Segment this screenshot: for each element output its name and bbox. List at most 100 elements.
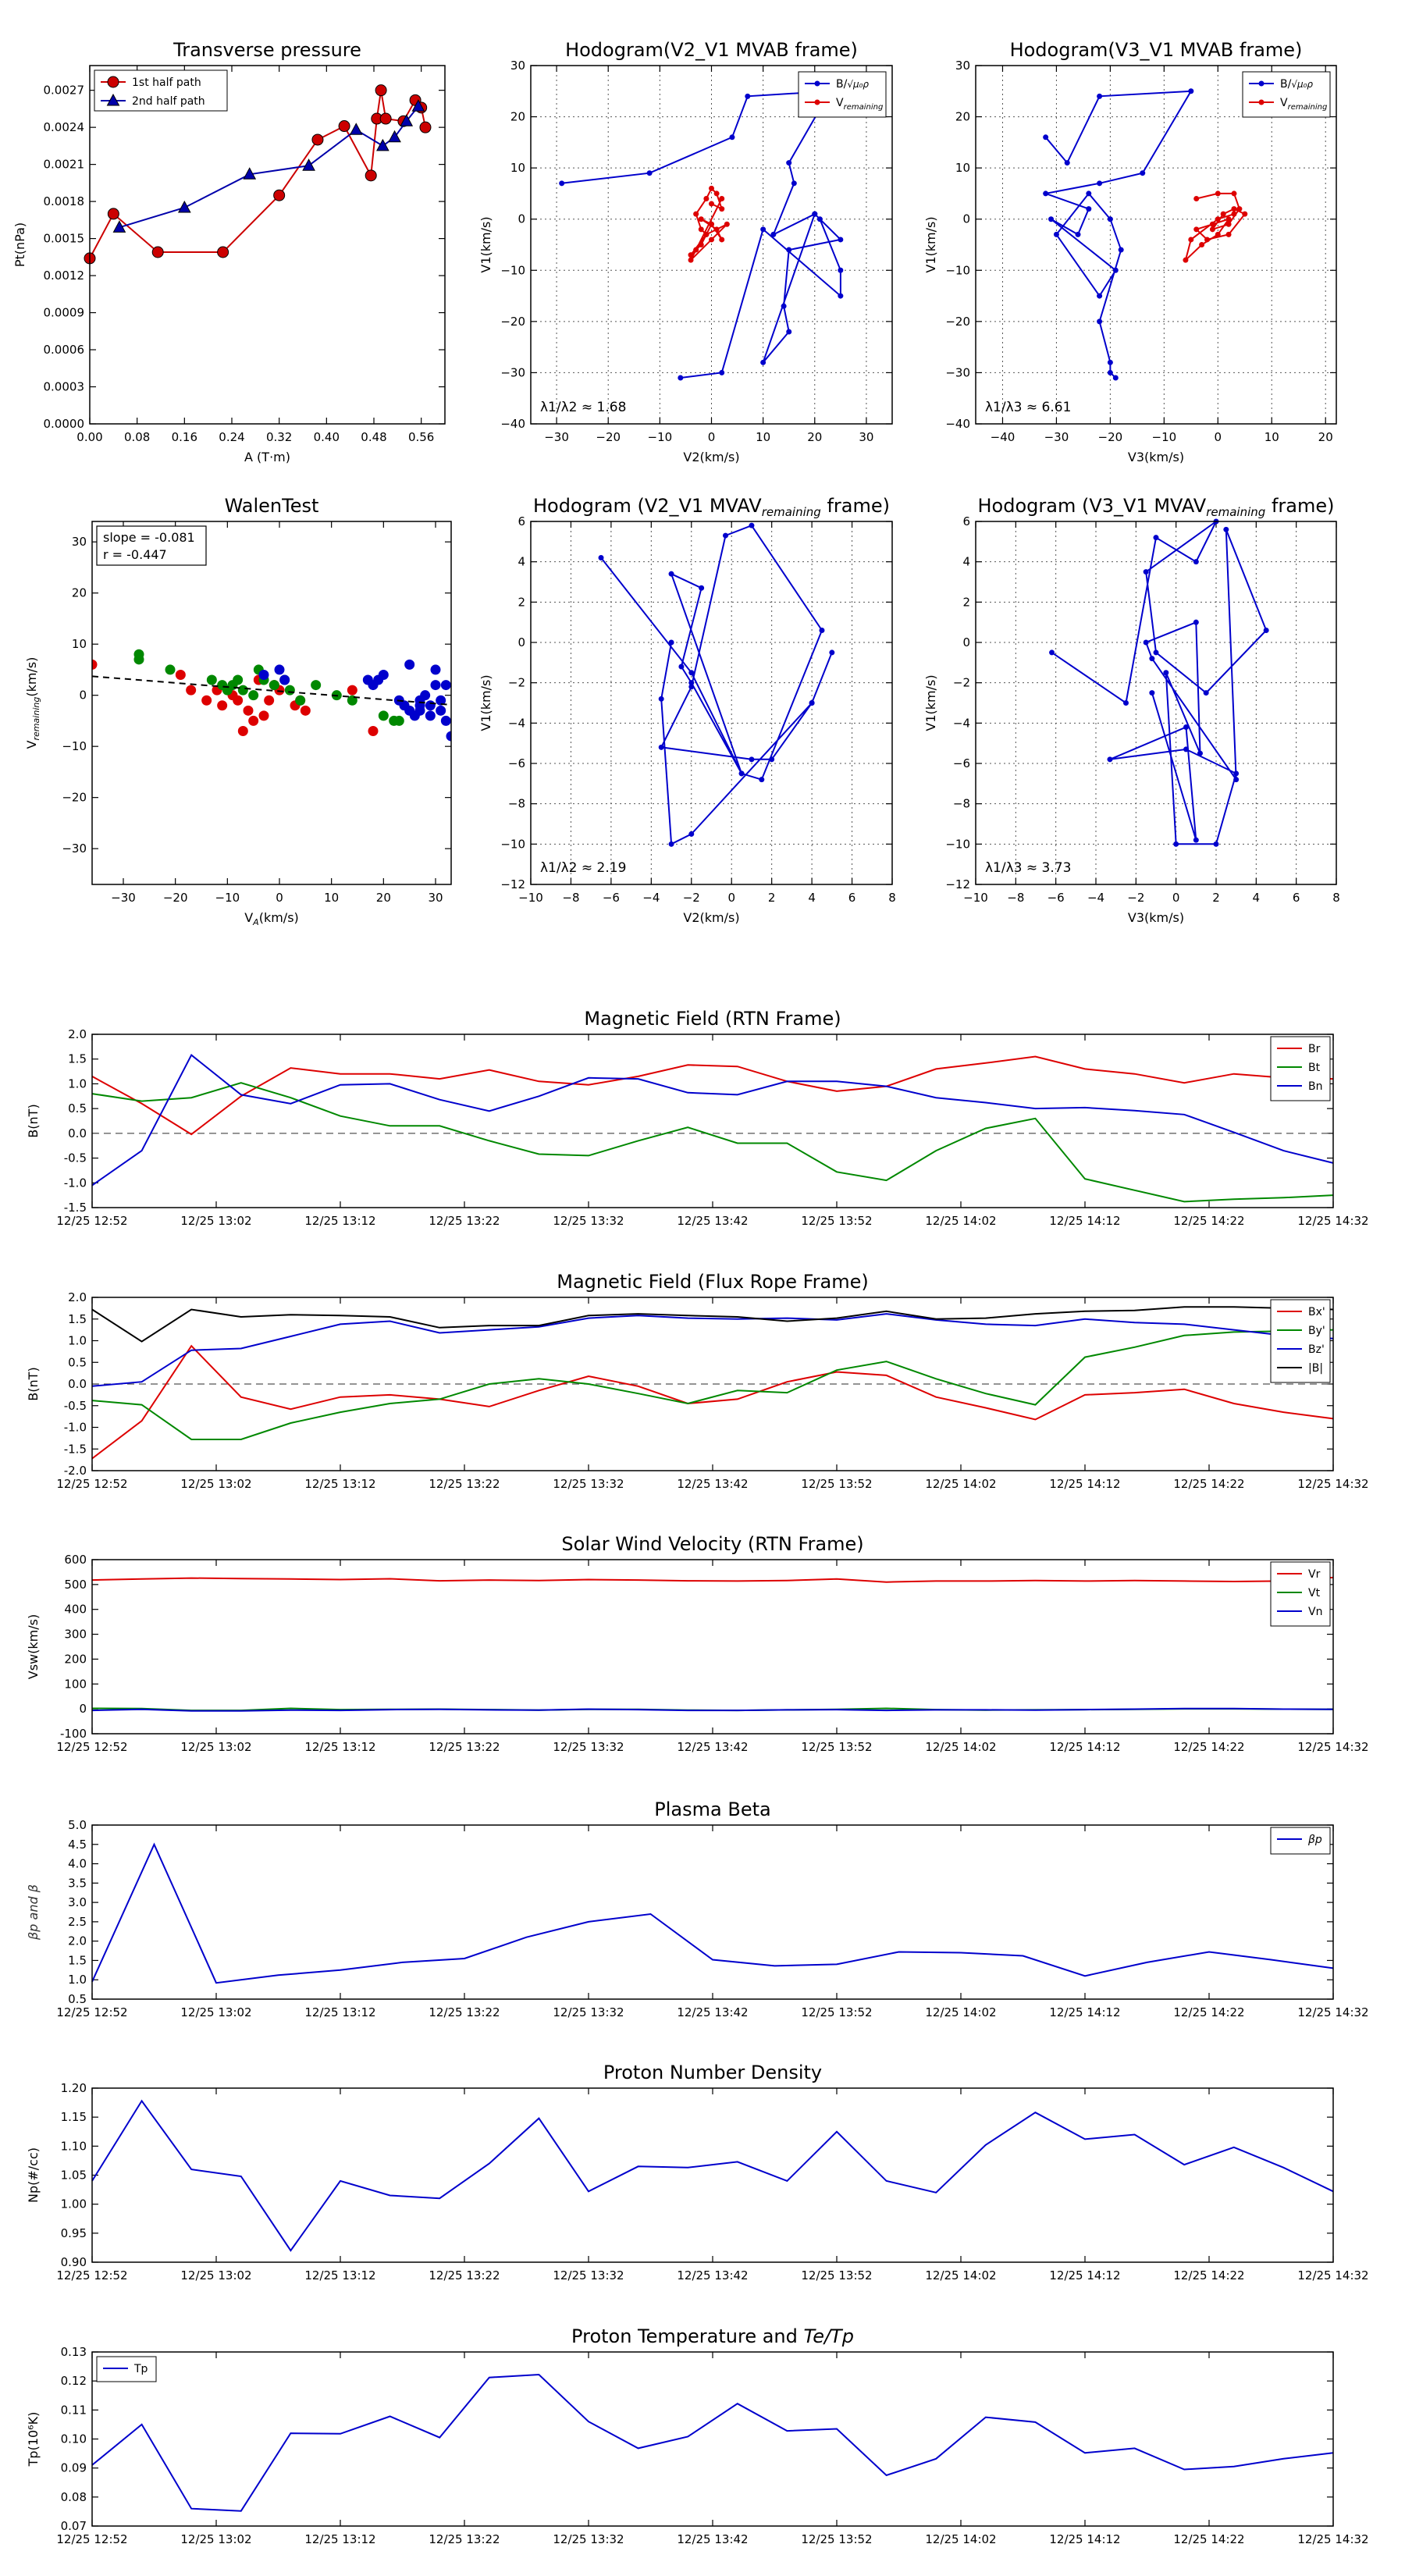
y-tick-label: 300: [64, 1628, 87, 1642]
plot-frame: [89, 65, 446, 425]
chart-title: Proton Temperature and Te/Tp: [571, 2325, 854, 2347]
legend-box: [1270, 1561, 1331, 1627]
data-point: [151, 246, 164, 258]
x-tick-label: 12/25 14:12: [1049, 1740, 1120, 1754]
chart-beta: 0.5 1.0 1.5 2.0 2.5 3.0 3.5 4.0 4.5 5.0 Plasma Bet…: [26, 1799, 1369, 2019]
data-point: [279, 674, 290, 685]
data-point: [770, 231, 777, 237]
y-tick-label: −20: [500, 315, 525, 329]
legend-entry: Vn: [1308, 1606, 1322, 1618]
data-point: [365, 169, 377, 182]
data-point: [1118, 247, 1124, 253]
stats-box-frame: [96, 525, 207, 566]
legend-entry: B/√μ₀ρ: [1280, 78, 1313, 91]
y-tick-label: 10: [72, 637, 87, 651]
chart-walen-test: −30 −20 −10 0 10 20 30 −30 −20 −10 0 10 20 30 WalenTes…: [24, 495, 452, 927]
x-tick-label: 12/25 13:52: [801, 2005, 872, 2019]
legend-entry: Bt: [1308, 1062, 1321, 1074]
data-point: [217, 700, 228, 711]
data-point: [440, 715, 451, 726]
data-point: [1209, 226, 1215, 233]
plot-frame: [530, 521, 893, 885]
plot-frame: [91, 2351, 1334, 2527]
y-tick-label: 100: [64, 1677, 87, 1691]
x-tick-label: 12/25 13:12: [304, 2005, 375, 2019]
y-tick-label: -0.5: [64, 1151, 87, 1165]
data-point: [1086, 206, 1092, 212]
data-point: [1048, 216, 1055, 222]
x-tick-label: 12/25 13:02: [180, 2532, 251, 2546]
data-point: [1183, 257, 1189, 263]
y-tick-label: 10: [955, 161, 970, 175]
y-tick-label: 3.0: [68, 1895, 87, 1909]
data-point: [243, 705, 254, 716]
y-tick-label: 0.0000: [44, 417, 85, 431]
y-tick-label: −12: [945, 877, 970, 891]
chart-title: Hodogram (V2_V1 MVAVremaining frame): [533, 495, 890, 519]
data-point: [1153, 535, 1159, 541]
y-tick-label: 500: [64, 1578, 87, 1592]
x-axis-label: V3(km/s): [1128, 450, 1184, 464]
data-point: [1043, 190, 1049, 197]
data-point: [393, 715, 404, 726]
x-tick-label: 12/25 13:12: [304, 1477, 375, 1491]
data-point: [816, 216, 823, 222]
axis-ticks: 0.5 1.0 1.5 2.0 2.5 3.0 3.5 4.0 4.5 5.0: [68, 1818, 1333, 2006]
legend-entry: Br: [1308, 1043, 1321, 1055]
x-tick-label: 12/25 13:52: [801, 2268, 872, 2282]
y-tick-label: −4: [953, 716, 970, 730]
x-tick-label: 12/25 13:22: [429, 1214, 500, 1228]
x-tick-label: 20: [1318, 430, 1333, 444]
x-tick-label: 12/25 14:32: [1297, 1214, 1368, 1228]
x-tick-label: 12/25 14:02: [925, 2005, 996, 2019]
data-point: [1242, 211, 1248, 217]
x-tick-label: 0.16: [172, 430, 197, 444]
data-point: [1183, 746, 1189, 753]
data-point: [1043, 134, 1049, 141]
data-point: [273, 189, 286, 201]
plot-frame: [91, 1824, 1334, 2000]
x-tick-label: 12/25 13:32: [553, 1477, 624, 1491]
y-tick-label: −2: [508, 676, 525, 690]
x-tick-label: 12/25 13:12: [304, 1214, 375, 1228]
data-point: [1149, 656, 1155, 662]
y-tick-label: 0.08: [61, 2490, 87, 2504]
y-tick-label: 0.0012: [44, 269, 85, 283]
series-line-By': [91, 1329, 1334, 1440]
x-tick-label: 12/25 13:02: [180, 2268, 251, 2282]
axis-ticks: -2.0 -1.5 -1.0 -0.5 0.0 0.5 1.0 1.5 2.0: [64, 1290, 1333, 1478]
x-tick-label: −30: [1044, 430, 1069, 444]
x-tick-label: 12/25 13:42: [677, 2005, 748, 2019]
y-tick-label: -0.5: [64, 1399, 87, 1413]
data-point: [838, 267, 844, 273]
data-point: [688, 257, 694, 263]
x-tick-label: −20: [163, 891, 188, 905]
data-point: [1107, 216, 1113, 222]
x-tick-label: −8: [1007, 891, 1024, 905]
x-tick-label: 12/25 14:22: [1173, 1740, 1244, 1754]
data-point: [1097, 293, 1103, 299]
y-tick-label: 0: [518, 635, 525, 649]
y-tick-label: 5.0: [68, 1818, 87, 1832]
y-tick-label: 2: [962, 595, 970, 609]
data-point: [1097, 180, 1103, 187]
x-tick-label: 6: [1293, 891, 1300, 905]
data-point: [719, 237, 725, 243]
data-point: [1143, 569, 1149, 575]
y-tick-label: 200: [64, 1652, 87, 1666]
y-tick-label: 2.5: [68, 1915, 87, 1929]
data-point: [1231, 206, 1237, 212]
legend-entry: |B|: [1308, 1362, 1323, 1375]
x-tick-label: 30: [859, 430, 873, 444]
y-tick-label: 2.0: [68, 1934, 87, 1948]
chart-title: WalenTest: [225, 495, 319, 517]
data-point: [311, 680, 322, 691]
data-point: [1049, 649, 1055, 656]
data-point: [1075, 231, 1081, 237]
x-tick-label: −6: [1048, 891, 1065, 905]
data-point: [698, 226, 704, 233]
x-axis-label: VA(km/s): [244, 910, 299, 927]
y-tick-label: 0.0018: [44, 194, 85, 208]
x-tick-label: 0: [1172, 891, 1180, 905]
legend-entry: Vremaining: [1280, 97, 1327, 112]
